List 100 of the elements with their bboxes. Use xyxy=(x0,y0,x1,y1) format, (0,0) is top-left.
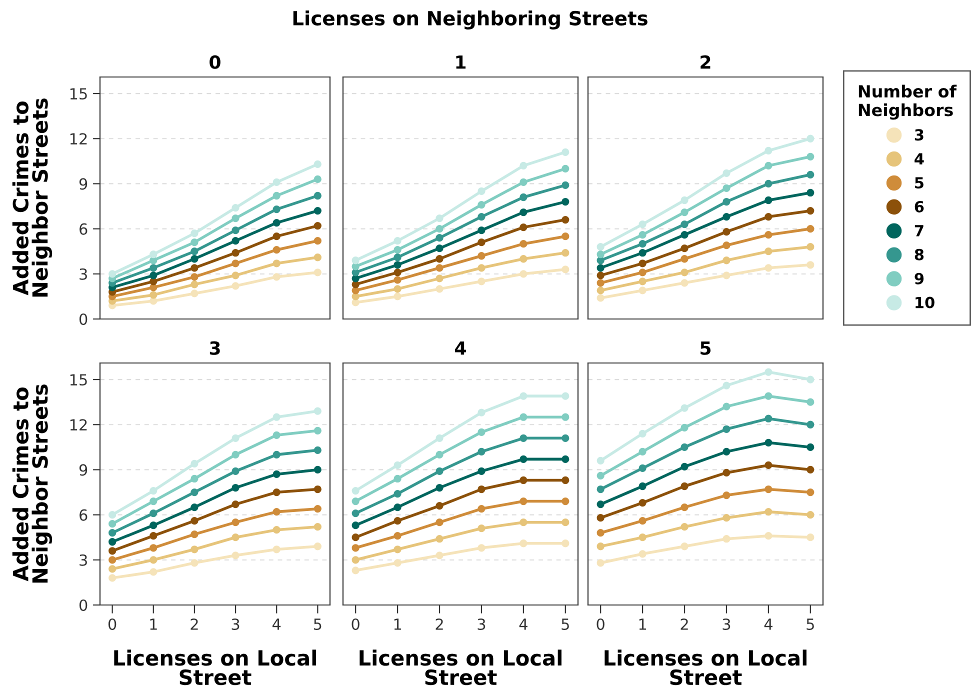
point xyxy=(764,392,772,400)
point xyxy=(806,243,814,251)
point xyxy=(596,286,604,294)
point xyxy=(190,503,198,512)
point xyxy=(722,535,730,543)
point xyxy=(520,392,528,400)
point xyxy=(394,546,402,554)
legend-label: 6 xyxy=(914,200,924,212)
point xyxy=(436,502,444,510)
point xyxy=(190,488,198,496)
point xyxy=(108,538,116,546)
x-tick-label: 2 xyxy=(190,618,198,630)
chart-title: 4 xyxy=(455,342,466,355)
point xyxy=(394,285,402,293)
point xyxy=(596,279,604,287)
point xyxy=(436,484,444,492)
point xyxy=(394,276,402,284)
point xyxy=(520,497,528,506)
point xyxy=(352,274,360,282)
point xyxy=(806,170,814,179)
point xyxy=(190,460,198,468)
y-tick-label: 3 xyxy=(80,554,87,566)
point xyxy=(150,532,158,540)
point xyxy=(436,467,444,476)
point xyxy=(436,264,444,272)
point xyxy=(478,467,486,476)
point xyxy=(190,280,198,288)
x-axis-title: Licenses on Local Street xyxy=(114,650,316,686)
y-tick-label: 12 xyxy=(70,419,87,430)
point xyxy=(638,220,646,228)
point xyxy=(520,455,528,464)
point xyxy=(314,446,322,454)
point xyxy=(596,529,604,537)
point xyxy=(232,282,240,290)
point xyxy=(352,509,360,518)
x-tick-label: 1 xyxy=(150,618,157,630)
point xyxy=(314,466,322,474)
y-tick-label: 9 xyxy=(79,178,88,190)
x-tick-label: 1 xyxy=(639,618,646,630)
point xyxy=(806,376,814,384)
point xyxy=(680,443,688,451)
point xyxy=(150,522,158,530)
point xyxy=(562,181,570,190)
point xyxy=(394,559,402,567)
point xyxy=(272,431,280,439)
point xyxy=(722,272,730,280)
point xyxy=(680,523,688,531)
point xyxy=(764,368,772,376)
chart-title: 2 xyxy=(700,55,710,69)
point xyxy=(190,290,198,298)
point xyxy=(478,252,486,260)
point xyxy=(562,216,570,224)
point xyxy=(722,184,730,192)
point xyxy=(352,298,360,306)
point xyxy=(520,162,528,170)
point xyxy=(806,534,814,542)
point xyxy=(520,476,528,484)
point xyxy=(232,500,240,508)
point xyxy=(596,542,604,550)
point xyxy=(764,196,772,204)
point xyxy=(232,434,240,442)
y-axis-title: Added Crimes to Neighbor Streets xyxy=(12,98,52,297)
point xyxy=(764,162,772,170)
point xyxy=(394,268,402,276)
point xyxy=(190,517,198,525)
y-tick-label: 12 xyxy=(70,133,87,144)
point xyxy=(638,482,646,490)
chart-title: 1 xyxy=(456,56,466,69)
text: Licenses on Neighboring Streets xyxy=(293,10,648,30)
x-tick-label: 0 xyxy=(352,618,360,630)
point xyxy=(562,148,570,156)
point xyxy=(764,414,772,422)
point xyxy=(190,255,198,263)
y-tick-label: 6 xyxy=(80,223,88,235)
point xyxy=(596,472,604,480)
point xyxy=(314,254,322,262)
point xyxy=(562,455,570,464)
point xyxy=(638,249,646,257)
point xyxy=(436,255,444,263)
point xyxy=(150,272,158,280)
legend-label: 9 xyxy=(914,272,924,284)
point xyxy=(232,450,240,459)
x-tick-label: 4 xyxy=(272,618,281,630)
point xyxy=(314,504,322,513)
point xyxy=(478,544,486,552)
point xyxy=(190,264,198,272)
point xyxy=(232,272,240,280)
point xyxy=(394,517,402,525)
point xyxy=(190,559,198,567)
point xyxy=(436,214,444,222)
point xyxy=(520,208,528,216)
legend-label: 8 xyxy=(914,248,924,260)
point xyxy=(150,556,158,564)
point xyxy=(150,509,158,518)
point xyxy=(638,278,646,286)
point xyxy=(722,242,730,250)
point xyxy=(764,508,772,516)
point xyxy=(680,424,688,432)
point xyxy=(394,461,402,470)
point xyxy=(478,212,486,221)
